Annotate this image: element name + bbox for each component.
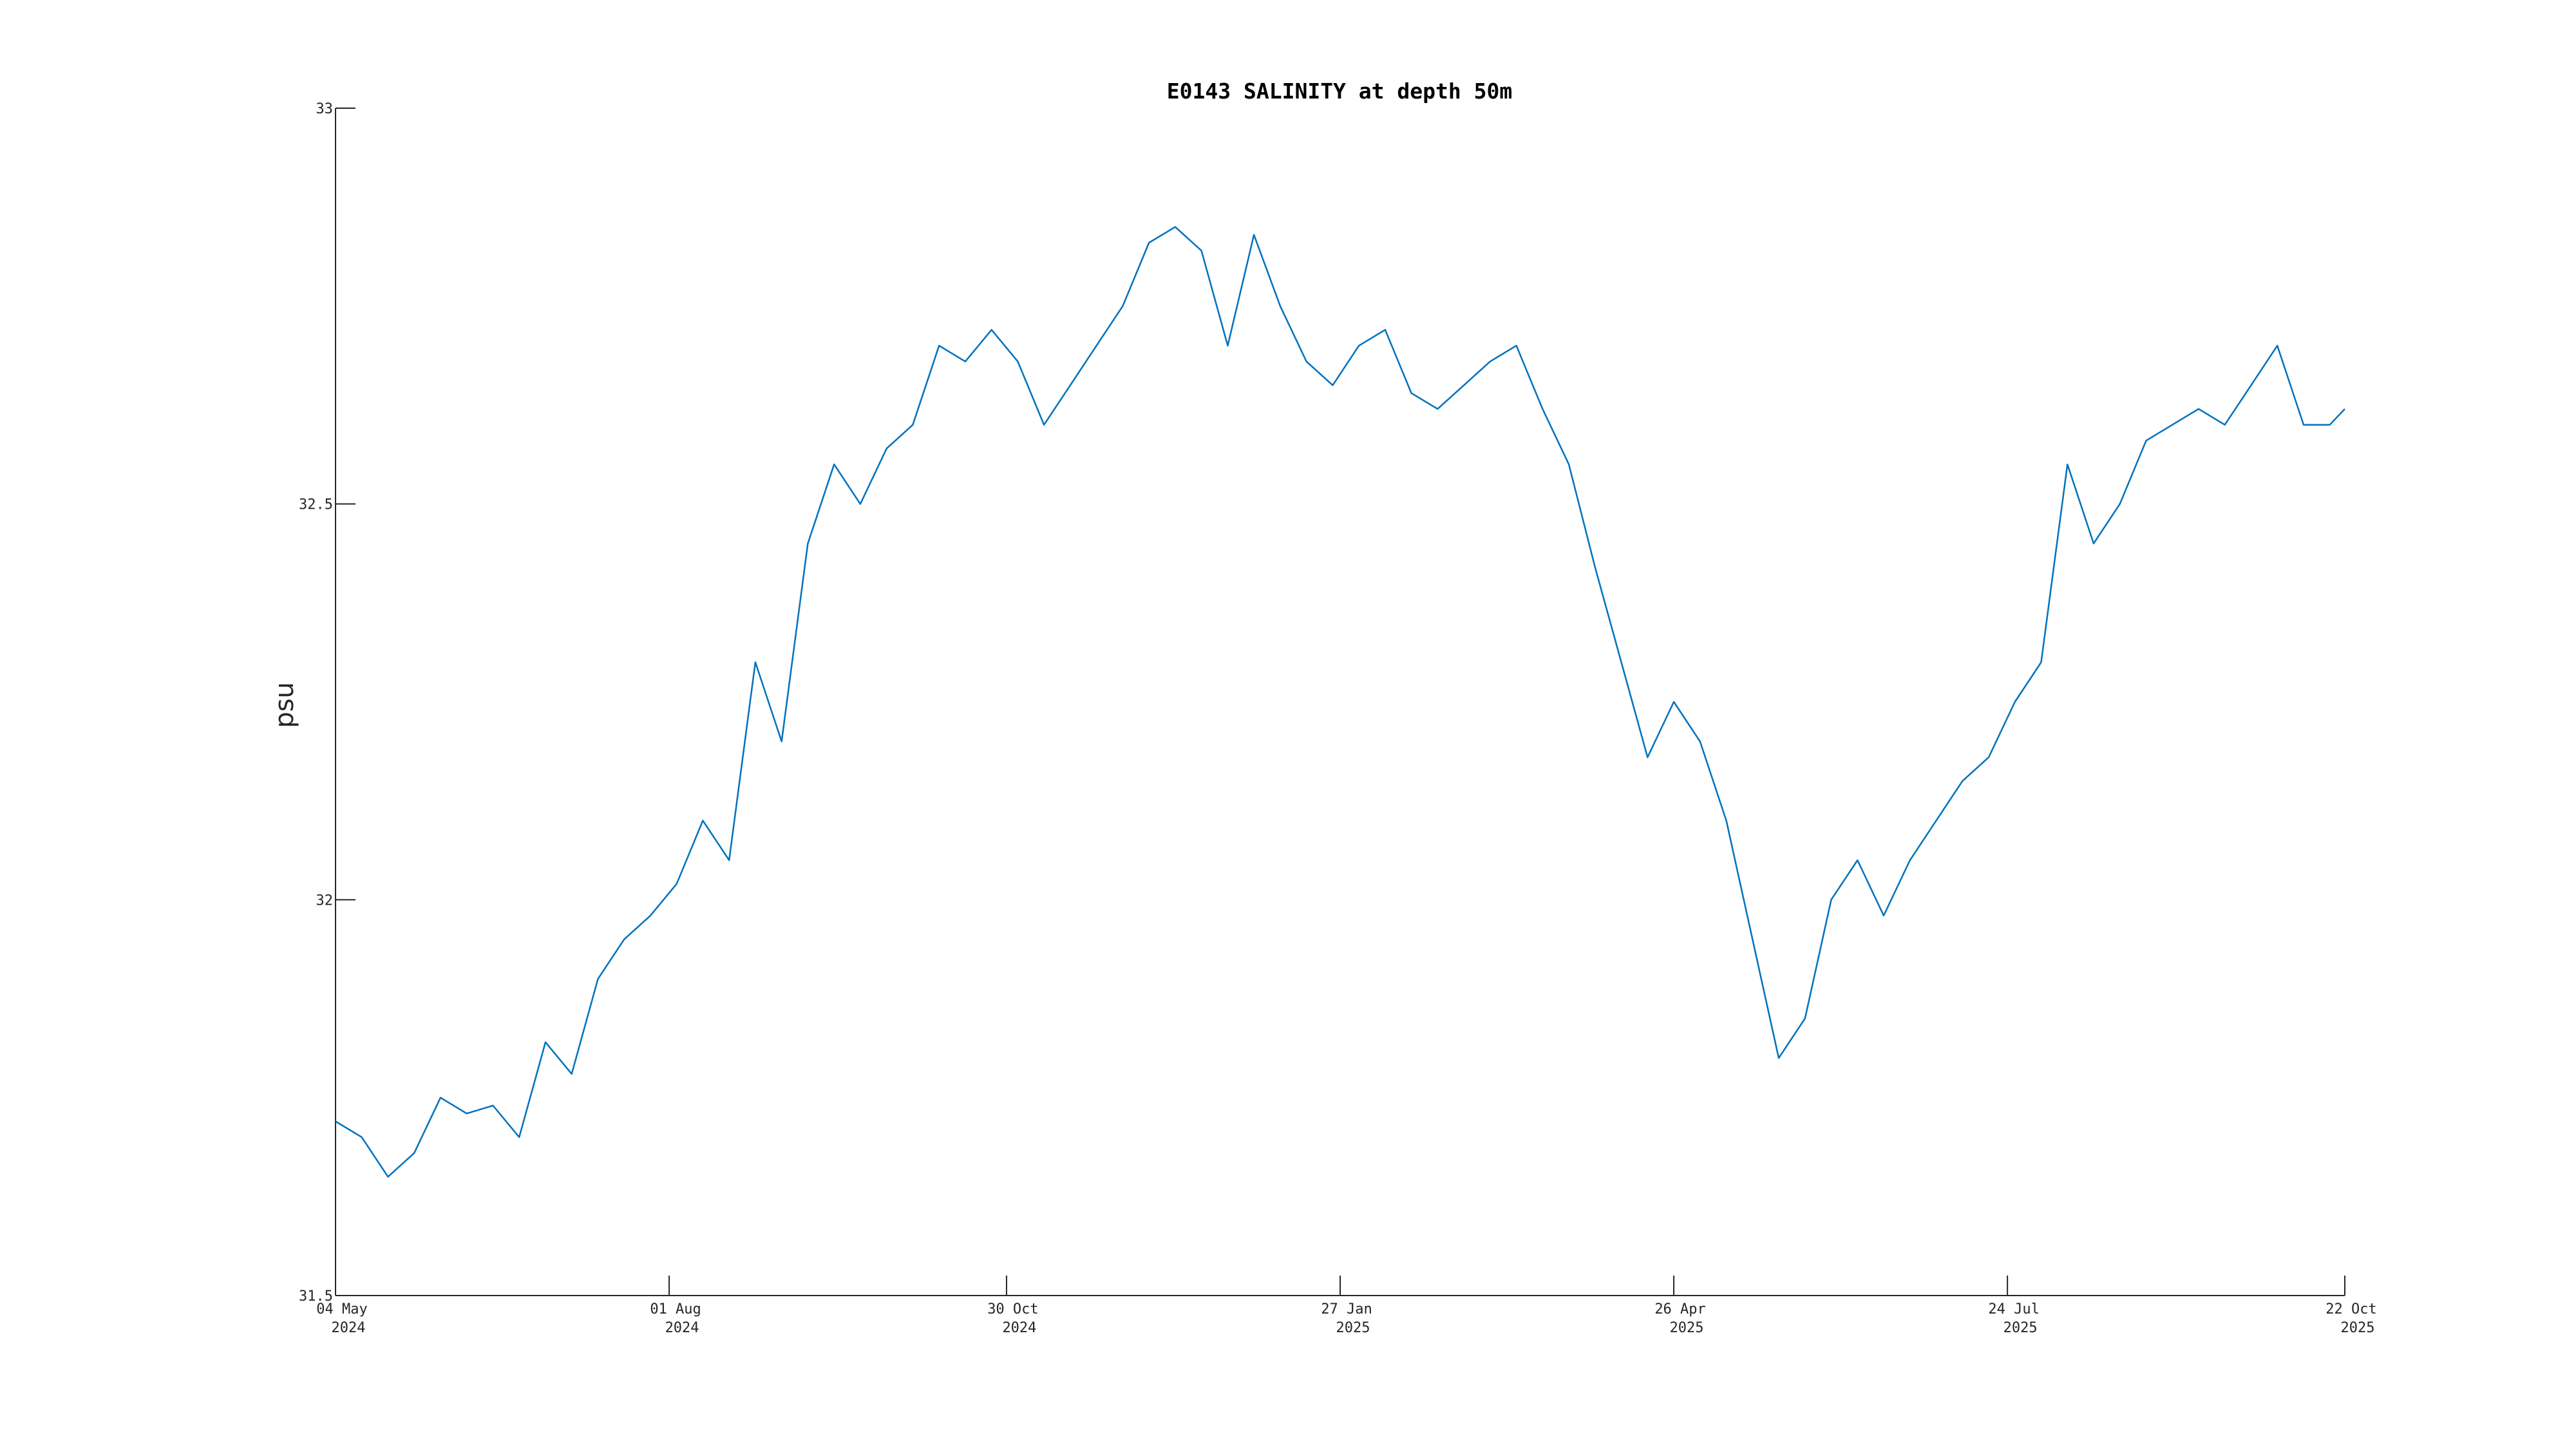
chart-title: E0143 SALINITY at depth 50m (1167, 79, 1512, 104)
axes: 31.5 32 32.5 33 04 May 2024 01 Aug 2024 30 Oct 20… (299, 101, 2377, 1336)
x-tick-label: 24 Jul (1988, 1301, 2039, 1317)
y-tick-label: 33 (316, 101, 334, 117)
x-tick-label: 26 Apr (1654, 1301, 1705, 1317)
x-tick-label: 22 Oct (2325, 1301, 2376, 1317)
x-tick-year-label: 2025 (1336, 1320, 1370, 1336)
x-tick-year-label: 2025 (2003, 1320, 2038, 1336)
plot-area (335, 226, 2345, 1178)
salinity-series-line (335, 226, 2345, 1178)
x-tick-year-label: 2024 (332, 1320, 366, 1336)
x-tick-year-label: 2024 (1002, 1320, 1036, 1336)
x-tick-year-label: 2025 (1670, 1320, 1704, 1336)
x-tick-label: 27 Jan (1321, 1301, 1372, 1317)
y-tick-label: 32 (316, 892, 334, 909)
y-axis-label: psu (270, 682, 299, 728)
y-tick-label: 31.5 (299, 1288, 333, 1305)
x-tick-year-label: 2024 (665, 1320, 699, 1336)
x-tick-label: 04 May (316, 1301, 367, 1317)
x-tick-year-label: 2025 (2341, 1320, 2375, 1336)
x-tick-label: 01 Aug (650, 1301, 701, 1317)
y-tick-label: 32.5 (299, 497, 333, 513)
x-tick-label: 30 Oct (987, 1301, 1038, 1317)
